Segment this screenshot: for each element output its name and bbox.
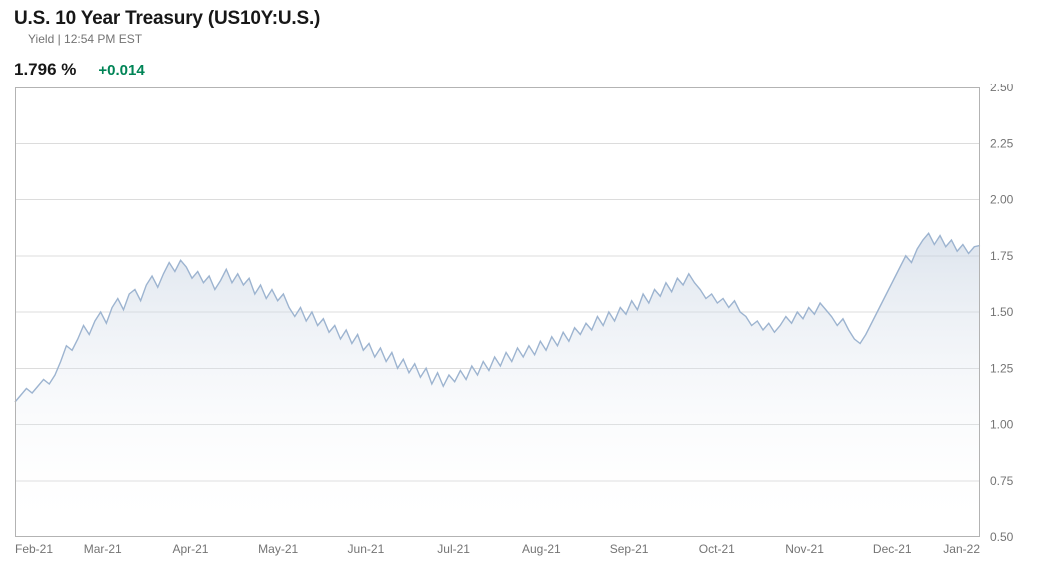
x-axis-label: Jun-21 <box>348 542 385 556</box>
y-axis-label: 2.50 <box>990 84 1014 94</box>
y-axis-label: 2.00 <box>990 193 1014 207</box>
y-axis-label: 1.25 <box>990 361 1014 375</box>
x-axis-label: Feb-21 <box>15 542 53 556</box>
y-axis-label: 0.50 <box>990 530 1014 544</box>
y-axis-label: 1.50 <box>990 305 1014 319</box>
x-axis-label: Oct-21 <box>699 542 735 556</box>
x-axis-label: Sep-21 <box>610 542 649 556</box>
y-axis-label: 1.00 <box>990 418 1014 432</box>
x-axis-label: Apr-21 <box>172 542 208 556</box>
x-axis-label: Jul-21 <box>437 542 470 556</box>
x-axis-label: Mar-21 <box>84 542 122 556</box>
quote-change: +0.014 <box>98 62 144 79</box>
y-axis-label: 0.75 <box>990 474 1014 488</box>
quote-row: 1.796 % +0.014 <box>14 60 1025 80</box>
chart-header: U.S. 10 Year Treasury (US10Y:U.S.) Yield… <box>14 8 1025 46</box>
chart-container: 2.50 2.25 2.00 1.75 1.50 1.25 1.00 0.75 0.50 Feb-… <box>14 84 1025 564</box>
y-axis-label: 1.75 <box>990 249 1014 263</box>
x-axis-label: May-21 <box>258 542 298 556</box>
x-axis-label: Nov-21 <box>785 542 824 556</box>
chart-title: U.S. 10 Year Treasury (US10Y:U.S.) <box>14 8 1025 30</box>
x-axis-label: Aug-21 <box>522 542 561 556</box>
y-axis-label: 2.25 <box>990 136 1014 150</box>
x-axis-label: Jan-22 <box>943 542 980 556</box>
quote-price: 1.796 % <box>14 60 76 80</box>
x-axis-label: Dec-21 <box>873 542 912 556</box>
yield-chart: 2.50 2.25 2.00 1.75 1.50 1.25 1.00 0.75 0.50 Feb-… <box>14 84 1025 564</box>
chart-subtitle: Yield | 12:54 PM EST <box>28 32 1025 46</box>
